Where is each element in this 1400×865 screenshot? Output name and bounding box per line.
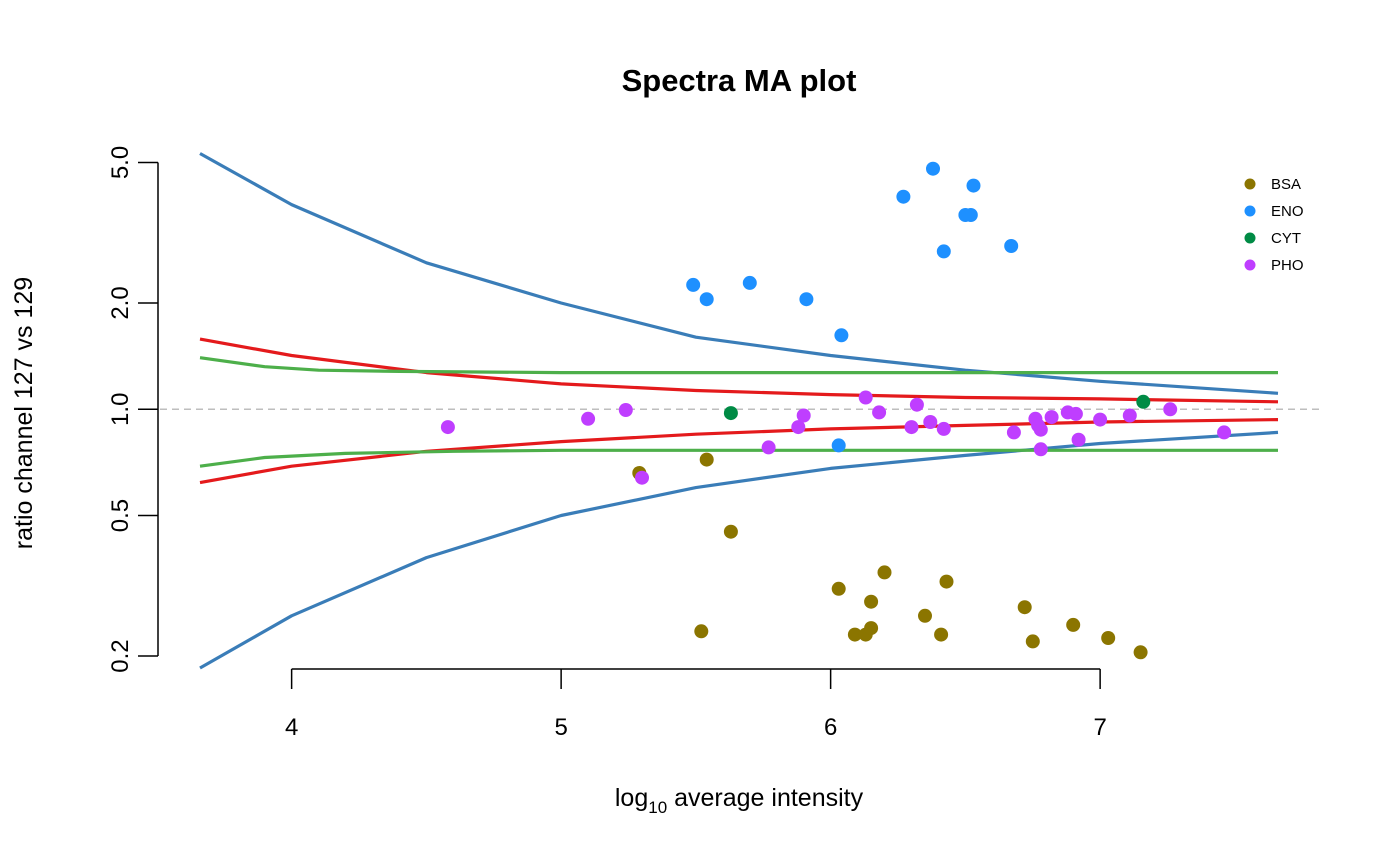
x-tick-label: 6 [824, 714, 837, 741]
legend-marker-eno [1244, 205, 1256, 217]
curves-group [199, 152, 1279, 670]
y-tick-label: 2.0 [107, 286, 134, 319]
confidence-curve [199, 418, 1279, 485]
point-cyt [1136, 394, 1151, 409]
point-bsa [1017, 600, 1032, 615]
points-group [440, 161, 1232, 660]
point-bsa [699, 452, 714, 467]
point-bsa [1066, 617, 1081, 632]
point-eno [926, 161, 940, 176]
y-tick-label: 1.0 [107, 393, 134, 426]
point-bsa [694, 624, 709, 639]
x-axis-label-log: log [615, 784, 648, 812]
point-bsa [877, 565, 892, 580]
point-pho [904, 420, 919, 435]
point-bsa [847, 627, 862, 642]
point-pho [1033, 422, 1048, 437]
point-pho [1122, 408, 1137, 423]
point-eno [966, 178, 981, 193]
point-pho [1163, 402, 1178, 417]
point-bsa [1101, 631, 1116, 645]
confidence-curve [199, 152, 1279, 395]
point-pho [1006, 425, 1021, 440]
x-tick-label: 5 [554, 714, 567, 741]
point-bsa [723, 524, 738, 539]
confidence-curve [199, 356, 1278, 375]
point-pho [936, 421, 951, 436]
point-eno [834, 328, 849, 343]
point-bsa [934, 627, 949, 642]
point-bsa [1133, 645, 1148, 660]
x-axis-label-subscript: 10 [648, 798, 667, 817]
x-axis: 4 5 6 7 [285, 668, 1107, 741]
point-pho [1093, 412, 1108, 427]
point-eno [686, 277, 701, 292]
point-pho [1033, 442, 1048, 457]
point-pho [796, 408, 811, 423]
y-tick-label: 5.0 [107, 146, 134, 179]
point-pho [618, 403, 633, 417]
legend-label-pho: PHO [1271, 257, 1304, 274]
point-pho [1068, 406, 1083, 421]
point-pho [581, 411, 596, 426]
point-pho [440, 420, 455, 435]
x-tick-label: 7 [1093, 714, 1106, 741]
x-axis-label-rest: average intensity [667, 784, 863, 812]
y-axis-label: ratio channel 127 vs 129 [10, 277, 38, 549]
point-eno [963, 208, 978, 222]
point-bsa [831, 581, 846, 596]
point-eno [742, 275, 757, 290]
point-bsa [864, 621, 879, 636]
point-pho [1044, 410, 1059, 425]
point-bsa [939, 574, 954, 589]
x-tick-label: 4 [285, 714, 298, 741]
point-bsa [864, 594, 879, 609]
y-tick-label: 0.5 [107, 499, 134, 532]
point-pho [909, 397, 924, 412]
legend: BSA ENO CYT PHO [1244, 176, 1304, 274]
confidence-curve [199, 337, 1279, 404]
x-axis-label: log10 average intensity [615, 784, 864, 817]
legend-marker-pho [1244, 259, 1256, 271]
point-bsa [918, 608, 932, 623]
confidence-curve [199, 448, 1278, 468]
point-eno [699, 292, 714, 307]
point-pho [858, 390, 873, 405]
y-axis: 0.2 0.5 1.0 2.0 5.0 [107, 146, 159, 673]
point-pho [791, 420, 806, 435]
point-pho [923, 415, 938, 429]
point-pho [872, 405, 887, 420]
legend-marker-cyt [1244, 232, 1256, 244]
point-eno [896, 189, 911, 204]
point-eno [936, 244, 951, 259]
point-eno [831, 438, 846, 453]
legend-label-cyt: CYT [1271, 230, 1301, 247]
chart-title: Spectra MA plot [622, 63, 857, 98]
point-pho [1217, 425, 1232, 440]
confidence-curve [199, 430, 1279, 670]
legend-label-eno: ENO [1271, 203, 1304, 220]
point-cyt [723, 406, 738, 421]
legend-marker-bsa [1244, 178, 1256, 190]
y-tick-label: 0.2 [107, 639, 134, 672]
point-pho [635, 470, 649, 485]
point-eno [1004, 239, 1019, 253]
point-pho [1071, 432, 1086, 447]
point-pho [761, 440, 776, 455]
point-bsa [1025, 634, 1040, 649]
legend-label-bsa: BSA [1271, 176, 1301, 193]
point-eno [799, 292, 814, 307]
